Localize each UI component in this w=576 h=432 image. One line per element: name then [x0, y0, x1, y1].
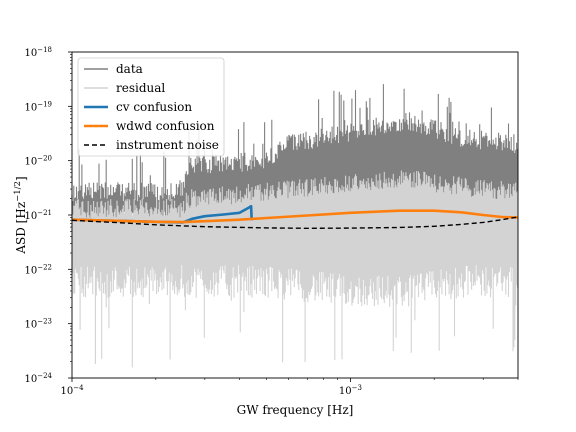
axis-ticks: 10−4 10−310−2410−2310−2210−2110−2010−1910…: [24, 46, 519, 397]
y-axis-label-main: ASD [Hz: [14, 202, 28, 255]
y-tick-label-base: 10: [24, 320, 37, 331]
y-tick-label-base: 10: [24, 48, 37, 59]
legend-label-residual: residual: [116, 81, 165, 95]
legend-label-cv-confusion: cv confusion: [116, 100, 192, 114]
y-tick-label: 10−18: [24, 46, 52, 59]
y-axis-label: ASD [Hz−1/2]: [13, 176, 28, 254]
legend-label-data: data: [116, 62, 143, 76]
y-tick-label-exp: −23: [37, 318, 52, 326]
legend-label-wdwd-confusion: wdwd confusion: [116, 119, 215, 133]
y-tick-label-exp: −20: [37, 155, 52, 163]
y-tick-label-exp: −21: [37, 209, 52, 217]
y-axis-label-close: ]: [14, 176, 28, 181]
y-axis-label-sup: −1/2: [13, 181, 23, 202]
x-tick-label-base: 10: [60, 386, 73, 397]
wdwd-confusion-line: [71, 209, 519, 224]
x-tick-label-exp: −4: [73, 384, 84, 392]
legend: data residual cv confusion wdwd confusion in…: [77, 57, 225, 157]
y-tick-label-base: 10: [24, 374, 37, 385]
y-tick-label-exp: −22: [37, 263, 52, 271]
x-tick-label-base: 10: [339, 386, 352, 397]
y-tick-label: 10−20: [24, 155, 52, 168]
y-tick-label-exp: −19: [37, 100, 52, 108]
y-tick-label: 10−24: [24, 372, 52, 385]
series-lines: [71, 204, 519, 230]
y-tick-label-base: 10: [24, 265, 37, 276]
y-tick-label-exp: −24: [37, 372, 52, 380]
legend-label-instrument-noise: instrument noise: [116, 138, 219, 152]
x-tick-label: 10−3: [339, 384, 362, 397]
y-tick-label-base: 10: [24, 157, 37, 168]
legend-box: [77, 57, 225, 157]
y-tick-label: 10−23: [24, 318, 52, 331]
y-tick-label-exp: −18: [37, 46, 52, 54]
instrument-noise-line: [71, 216, 519, 230]
y-tick-label: 10−22: [24, 263, 52, 276]
y-tick-label-base: 10: [24, 211, 37, 222]
x-axis-label: GW frequency [Hz]: [237, 403, 354, 417]
y-tick-label: 10−19: [24, 100, 52, 113]
y-tick-label: 10−21: [24, 209, 52, 222]
x-tick-label-exp: −3: [352, 384, 362, 392]
y-tick-label-base: 10: [24, 102, 37, 113]
x-tick-label: 10−4: [60, 384, 84, 397]
